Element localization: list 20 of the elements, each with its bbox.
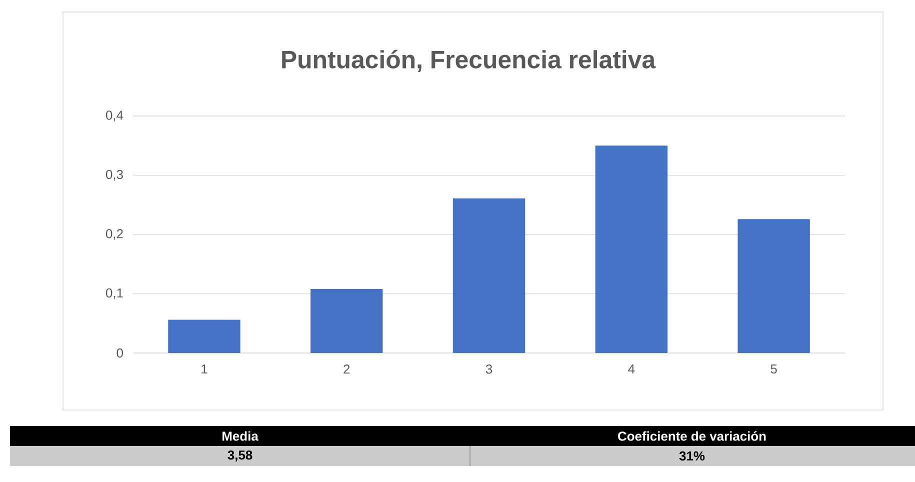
bar [452, 198, 526, 353]
bar [738, 219, 810, 353]
x-tick-label: 1 [202, 364, 208, 374]
bar [595, 146, 668, 353]
y-tick-label: 0,2 [106, 229, 123, 240]
y-tick-label: 0 [116, 348, 123, 358]
y-tick-label: 0,4 [106, 110, 124, 122]
x-tick-label: 5 [770, 364, 777, 374]
bar [168, 320, 240, 353]
x-tick-label: 4 [628, 364, 635, 374]
x-tick-label: 3 [486, 364, 492, 374]
text: 31% [679, 451, 705, 461]
bar [310, 288, 383, 353]
x-tick-label: 2 [344, 364, 350, 374]
y-tick-label: 0,1 [106, 288, 123, 300]
y-tick-label: 0,3 [106, 170, 123, 181]
text: Coeficiente de variación [618, 431, 766, 441]
text: Media [222, 431, 258, 441]
text: 3,58 [228, 450, 252, 462]
chart-title: Puntuación, Frecuencia relativa [282, 50, 656, 72]
